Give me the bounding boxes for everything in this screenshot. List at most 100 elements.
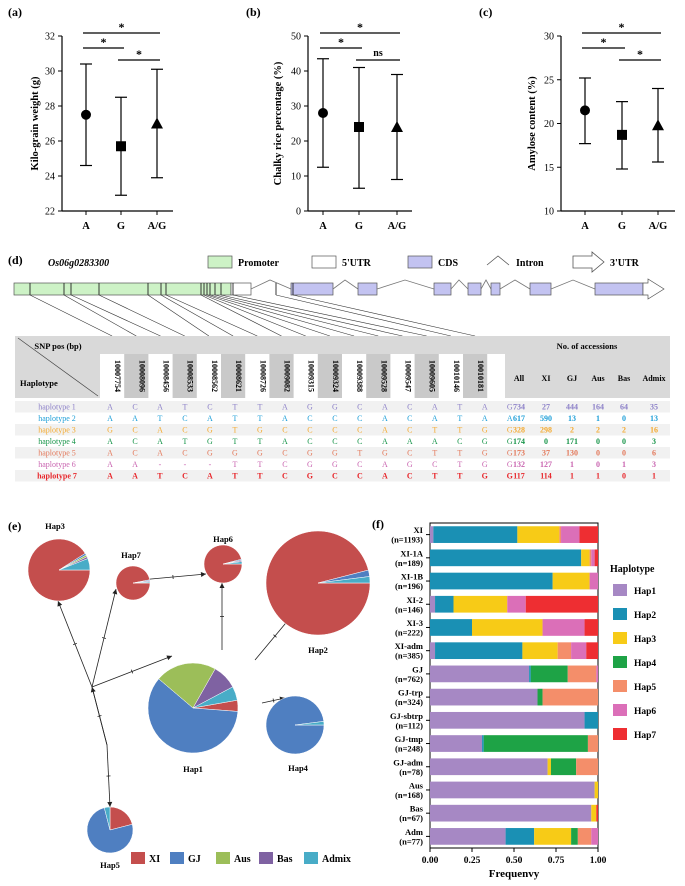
accession-count-cell: 444 [566, 403, 578, 412]
accession-count-cell: 173 [513, 449, 525, 458]
promoter-legend-swatch [207, 255, 233, 269]
bar-segment [534, 828, 572, 845]
edge-arrow [57, 601, 63, 607]
allele-cell: G [507, 426, 513, 435]
category-label: GJ-trp [398, 688, 423, 698]
allele-cell: A [382, 460, 388, 469]
allele-cell: G [257, 449, 263, 458]
snp-position-label: 10008621 [234, 360, 243, 392]
accession-count-cell: 16 [650, 426, 658, 435]
allele-cell: T [232, 403, 237, 412]
snp-position-label: 10008726 [258, 360, 267, 392]
haplotype-node: Hap6 [203, 534, 243, 584]
x-tick-label: A/G [148, 221, 167, 232]
allele-cell: G [482, 449, 488, 458]
bar-segment [579, 526, 598, 543]
accessions-header-cell [505, 336, 670, 356]
allele-cell: G [332, 449, 338, 458]
snp-position-label: 10009388 [355, 360, 364, 392]
allele-cell: A [107, 403, 113, 412]
accession-count-cell: 1 [622, 460, 626, 469]
count-column-header: Aus [591, 374, 604, 383]
snp-connector [232, 294, 427, 337]
allele-cell: T [232, 460, 237, 469]
allele-cell: C [307, 426, 312, 435]
kilo-grain-weight-plot: 22 24 26 28 30 32 Kilo-grain weight (g) A G A/G * *… [30, 20, 173, 232]
bar-segment [591, 804, 597, 822]
allele-cell: T [232, 414, 237, 423]
allele-cell: A [432, 437, 438, 446]
snp-position-label: 10009324 [331, 360, 340, 392]
edge-arrow [200, 571, 206, 577]
snp-column-shade [414, 354, 439, 398]
network-edge [91, 686, 108, 746]
bar-segment [542, 619, 585, 636]
accession-count-cell: 164 [592, 403, 604, 412]
intron [550, 279, 596, 290]
cds-legend-swatch [407, 255, 433, 269]
significance-label: * [338, 35, 344, 49]
allele-cell: T [232, 437, 237, 446]
allele-cell: T [257, 414, 262, 423]
haplotype-legend-label: Hap7 [634, 731, 656, 741]
allele-cell: C [432, 460, 437, 469]
accession-count-cell: 27 [542, 403, 550, 412]
allele-cell: A [382, 426, 388, 435]
cds-exon [357, 282, 378, 296]
bar-segment [430, 665, 530, 683]
bar-segment [430, 595, 436, 613]
significance-label: * [357, 20, 363, 34]
allele-cell: T [457, 460, 462, 469]
bar-segment [581, 549, 590, 567]
allele-cell: G [332, 460, 338, 469]
accession-count-cell: 0 [622, 449, 626, 458]
node-label: Hap4 [288, 763, 309, 773]
group-legend-label: Admix [322, 854, 351, 865]
count-column-header: Bas [618, 374, 630, 383]
haplotype-table: SNP pos (bp) Haplotype No. of accessions… [15, 336, 670, 482]
node-label: Hap6 [213, 534, 233, 544]
bar-segment [587, 735, 598, 752]
allele-cell: C [357, 437, 362, 446]
snp-column-shade [221, 354, 246, 398]
allele-cell: C [282, 472, 288, 481]
allele-cell: A [157, 437, 163, 446]
bar-segment [453, 595, 508, 613]
bar-segment [576, 758, 598, 776]
allele-cell: C [307, 437, 312, 446]
x-tick-label: A [82, 221, 90, 232]
category-label: GJ-sbtrp [390, 711, 423, 721]
header-diagonal [17, 337, 99, 397]
accession-count-cell: 1 [596, 472, 600, 481]
group-legend-label: XI [149, 854, 160, 865]
accessions-subheader-band [505, 356, 670, 398]
allele-cell: A [157, 449, 163, 458]
y-tick-label: 25 [544, 75, 554, 86]
category-count: (n=146) [395, 604, 423, 614]
count-column-header: XI [542, 374, 551, 383]
allele-cell: T [457, 403, 462, 412]
promoter-region [13, 282, 232, 296]
allele-cell: C [332, 472, 338, 481]
allele-cell: G [482, 472, 488, 481]
bar-segment [430, 619, 472, 636]
snp-pos-header: SNP pos (bp) [34, 341, 81, 351]
intron [499, 279, 531, 290]
snp-position-label: 10008533 [186, 360, 195, 392]
category-count: (n=196) [395, 581, 423, 591]
snp-column-shade [172, 354, 197, 398]
mean-marker-triangle [151, 117, 163, 129]
allele-cell: C [282, 449, 287, 458]
allele-cell: A [282, 414, 288, 423]
y-axis-label: Amylose content (%) [527, 76, 538, 171]
edge-arrow [107, 801, 113, 807]
bar-segment [596, 665, 598, 683]
haplotype-row-label: haplotype 5 [38, 449, 76, 458]
legend-title: Haplotype [610, 564, 655, 575]
mutation-tick [272, 698, 275, 703]
snp-connector [220, 294, 403, 337]
cds-exon [594, 282, 644, 296]
allele-cell: C [457, 437, 462, 446]
table-body: 10007754 10008096 10008456 10008533 10008562… [15, 354, 670, 482]
x-tick-label: A/G [649, 221, 668, 232]
